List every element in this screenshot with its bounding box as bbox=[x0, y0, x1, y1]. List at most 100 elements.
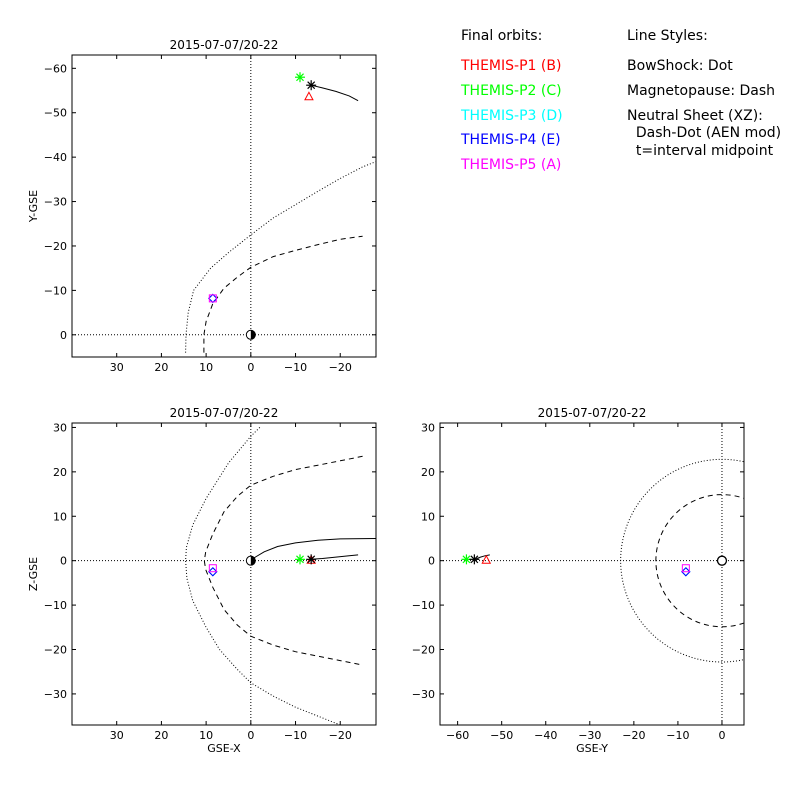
y-tick-label: 0 bbox=[60, 329, 67, 342]
x-tick-label: −40 bbox=[534, 729, 557, 742]
y-tick-label: −40 bbox=[44, 151, 67, 164]
y-tick-label: 30 bbox=[53, 421, 67, 434]
legend-probe-p3: THEMIS-P3 (D) bbox=[460, 108, 563, 124]
y-axis-label: Z-GSE bbox=[27, 557, 40, 591]
y-tick-label: −30 bbox=[44, 196, 67, 209]
magnetopause-circle bbox=[655, 494, 744, 628]
marker-p5 bbox=[208, 564, 217, 573]
plot-area bbox=[72, 423, 376, 725]
panel-title: 2015-07-07/20-22 bbox=[170, 38, 279, 52]
bowshock-curve bbox=[185, 161, 376, 353]
earth-marker bbox=[245, 555, 256, 566]
style-midpoint-note: t=interval midpoint bbox=[627, 143, 774, 159]
x-tick-label: 20 bbox=[154, 729, 168, 742]
y-tick-label: 10 bbox=[421, 510, 435, 523]
y-tick-label: −60 bbox=[44, 62, 67, 75]
x-tick-label: 30 bbox=[110, 729, 124, 742]
style-neutral-sheet-model: Dash-Dot (AEN mod) bbox=[627, 125, 781, 141]
orbits-title: Final orbits: bbox=[461, 28, 542, 44]
orbit-track bbox=[311, 554, 359, 560]
marker-p1 bbox=[481, 554, 492, 564]
x-tick-label: −10 bbox=[666, 729, 689, 742]
y-tick-label: −50 bbox=[44, 107, 67, 120]
marker-p4 bbox=[681, 567, 691, 577]
plot-frame bbox=[71, 54, 377, 358]
y-tick-label: −20 bbox=[44, 644, 67, 657]
marker-p1 bbox=[304, 91, 314, 101]
x-axis-label: GSE-Y bbox=[576, 742, 608, 755]
marker-p5 bbox=[681, 564, 690, 573]
legend-probe-p5: THEMIS-P5 (A) bbox=[460, 157, 561, 173]
panel-2: 30 20 10 0 −10 −20 30 20 10 0 −10 −20 −30 2015-07-07/… bbox=[27, 406, 377, 755]
magnetopause-curve bbox=[203, 455, 363, 666]
panel-1: 30 20 10 0 −10 −20 0 −10 −20 −30 −40 −50 −60 2015-07-… bbox=[27, 38, 377, 374]
y-tick-label: −10 bbox=[44, 599, 67, 612]
neutral-sheet-curve bbox=[250, 538, 376, 562]
asterisk-stroke bbox=[296, 555, 304, 564]
y-tick-label: −20 bbox=[412, 644, 435, 657]
marker-p2 bbox=[461, 554, 472, 565]
x-tick-label: 10 bbox=[199, 361, 213, 374]
style-magnetopause: Magnetopause: Dash bbox=[627, 83, 775, 99]
plot-area bbox=[440, 423, 744, 725]
plot-frame bbox=[71, 422, 377, 726]
marker-midpoint bbox=[469, 554, 480, 565]
x-tick-label: −20 bbox=[329, 361, 352, 374]
y-tick-label: 10 bbox=[53, 510, 67, 523]
styles-title: Line Styles: bbox=[627, 28, 708, 44]
x-tick-label: 0 bbox=[247, 729, 254, 742]
marker-p4 bbox=[208, 567, 218, 577]
marker-p2 bbox=[295, 72, 305, 83]
x-tick-label: 20 bbox=[154, 361, 168, 374]
style-neutral-sheet: Neutral Sheet (XZ): bbox=[627, 108, 763, 124]
legend-probe-p1: THEMIS-P1 (B) bbox=[460, 58, 561, 74]
earth-night-side bbox=[250, 330, 256, 340]
bowshock-curve bbox=[185, 427, 341, 725]
magnetopause-curve bbox=[203, 235, 363, 353]
marker-midpoint bbox=[306, 554, 317, 565]
x-tick-label: −20 bbox=[622, 729, 645, 742]
x-tick-label: 0 bbox=[718, 729, 725, 742]
y-tick-label: 20 bbox=[421, 466, 435, 479]
asterisk-stroke bbox=[470, 555, 479, 564]
x-tick-label: 0 bbox=[247, 361, 254, 374]
y-tick-label: 30 bbox=[421, 421, 435, 434]
x-tick-label: −20 bbox=[329, 729, 352, 742]
y-axis-label: Y-GSE bbox=[27, 190, 40, 223]
x-axis-label: GSE-X bbox=[207, 742, 241, 755]
style-bowshock: BowShock: Dot bbox=[627, 58, 733, 74]
asterisk-stroke bbox=[307, 555, 316, 564]
x-tick-label: −60 bbox=[446, 729, 469, 742]
y-tick-label: −10 bbox=[412, 599, 435, 612]
marker-p2 bbox=[295, 554, 305, 565]
x-tick-label: 10 bbox=[199, 729, 213, 742]
x-tick-label: −30 bbox=[578, 729, 601, 742]
orbit-track bbox=[311, 84, 359, 102]
earth-night-side bbox=[250, 556, 256, 566]
panel-3: −60 −50 −40 −30 −20 −10 0 30 20 10 0 −10 −20 −30 2015-… bbox=[412, 406, 745, 755]
plot-frame bbox=[439, 422, 745, 726]
asterisk-stroke bbox=[307, 81, 316, 90]
legend-probe-p4: THEMIS-P4 (E) bbox=[460, 132, 561, 148]
marker-p4 bbox=[208, 293, 218, 304]
x-tick-label: −50 bbox=[490, 729, 513, 742]
asterisk-stroke bbox=[296, 73, 304, 82]
y-tick-label: −10 bbox=[44, 284, 67, 297]
marker-p5 bbox=[208, 294, 217, 303]
y-tick-label: −20 bbox=[44, 240, 67, 253]
y-tick-label: −30 bbox=[44, 688, 67, 701]
x-tick-label: −10 bbox=[284, 361, 307, 374]
legend: Final orbits: THEMIS-P1 (B) THEMIS-P2 (C… bbox=[460, 28, 781, 173]
plot-area bbox=[72, 55, 376, 357]
marker-midpoint bbox=[306, 80, 317, 91]
y-tick-label: 0 bbox=[60, 555, 67, 568]
x-tick-label: 30 bbox=[110, 361, 124, 374]
legend-probe-p2: THEMIS-P2 (C) bbox=[460, 83, 562, 99]
y-tick-label: 0 bbox=[428, 555, 435, 568]
panel-title: 2015-07-07/20-22 bbox=[170, 406, 279, 420]
marker-p3 bbox=[208, 293, 218, 304]
asterisk-stroke bbox=[462, 555, 471, 564]
earth-marker bbox=[245, 329, 256, 340]
panel-title: 2015-07-07/20-22 bbox=[538, 406, 647, 420]
